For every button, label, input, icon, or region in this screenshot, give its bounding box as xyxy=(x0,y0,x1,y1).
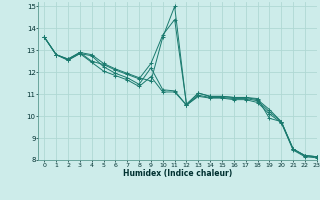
X-axis label: Humidex (Indice chaleur): Humidex (Indice chaleur) xyxy=(123,169,232,178)
